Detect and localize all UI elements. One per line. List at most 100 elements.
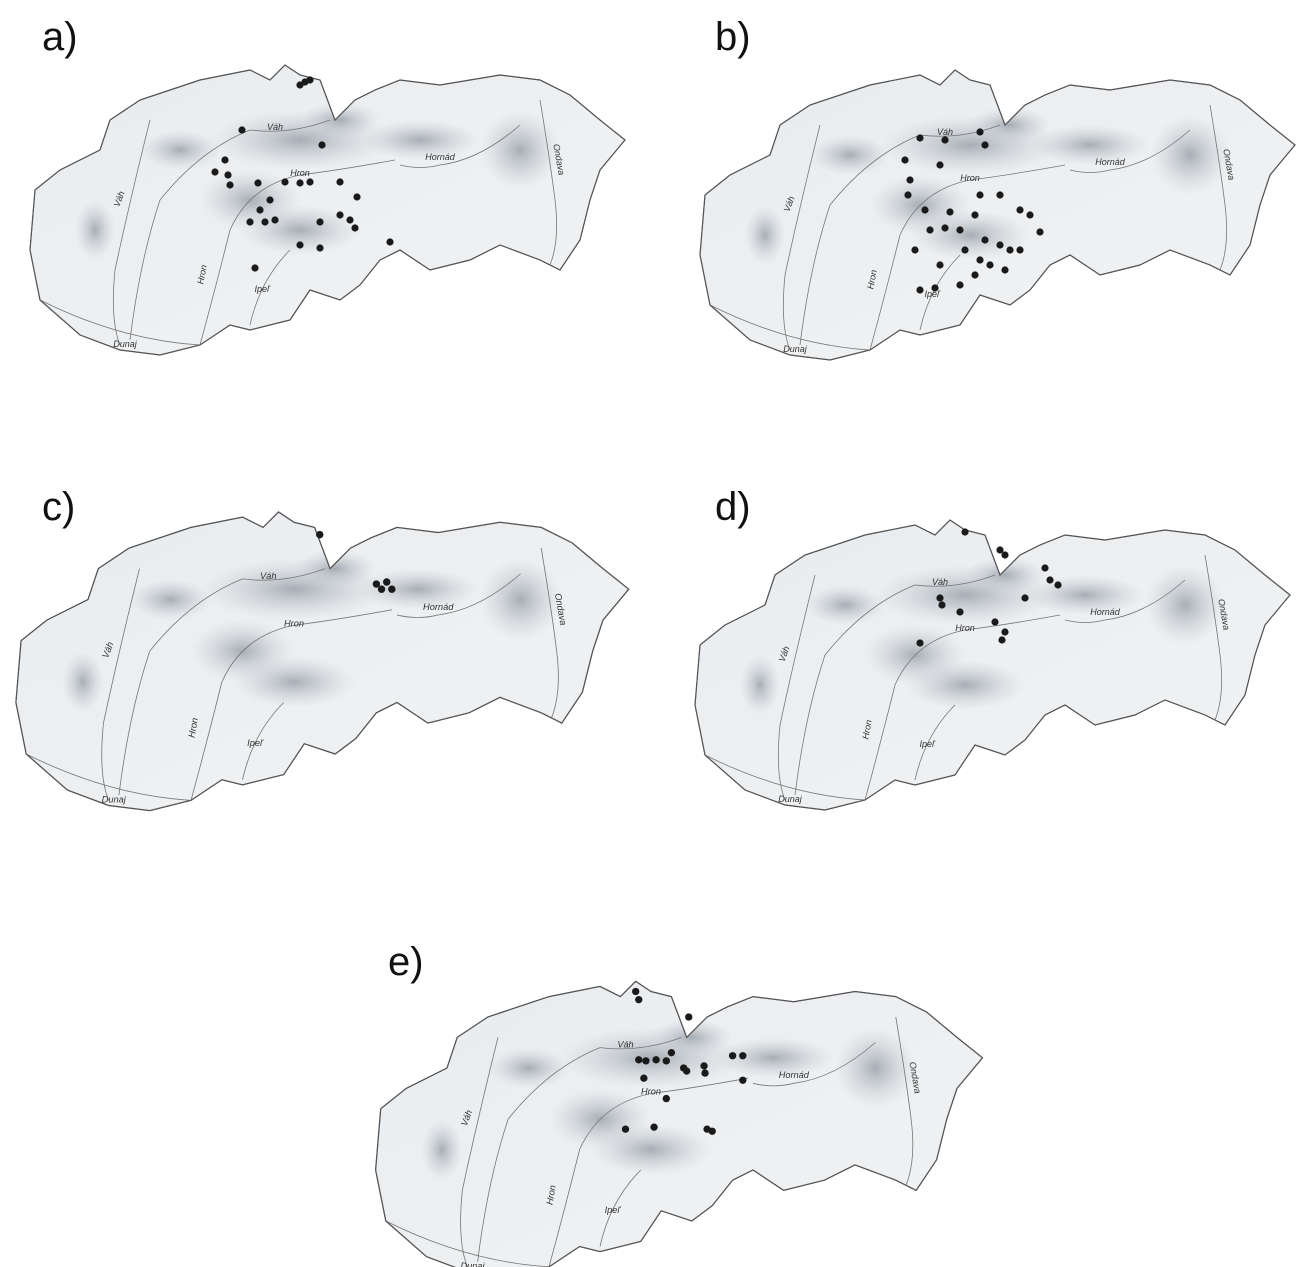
occurrence-dot — [938, 601, 945, 608]
river-label: Ipeľ — [919, 739, 936, 749]
mountain-shading — [590, 1124, 712, 1175]
occurrence-dot — [318, 141, 325, 148]
occurrence-dot — [1054, 581, 1061, 588]
occurrence-dot — [936, 261, 943, 268]
occurrence-dot — [663, 1057, 670, 1064]
occurrence-dot — [991, 618, 998, 625]
occurrence-dot — [306, 178, 313, 185]
occurrence-dot — [956, 226, 963, 233]
map-panel: VáhVáhHronHornádOndavaHronIpeľDunaj — [700, 70, 1295, 360]
occurrence-dot — [221, 156, 228, 163]
occurrence-dot — [941, 224, 948, 231]
occurrence-dot — [224, 171, 231, 178]
occurrence-dot — [981, 236, 988, 243]
occurrence-dot — [261, 218, 268, 225]
occurrence-dot — [635, 1056, 642, 1063]
panel-label: c) — [42, 485, 75, 529]
occurrence-dot — [916, 286, 923, 293]
occurrence-dot — [316, 218, 323, 225]
river-label: Dunaj — [778, 794, 803, 804]
occurrence-dot — [336, 178, 343, 185]
occurrence-dot — [296, 241, 303, 248]
occurrence-dot — [683, 1067, 690, 1074]
mountain-shading — [75, 200, 115, 260]
figure: a)VáhVáhHronHornádOndavaHronIpeľDunajb)V… — [0, 0, 1307, 1267]
occurrence-dot — [971, 211, 978, 218]
river-label: Hornád — [779, 1070, 810, 1080]
occurrence-dot — [1006, 246, 1013, 253]
occurrence-dot — [1036, 228, 1043, 235]
mountain-shading — [356, 569, 480, 610]
river-label: Hornád — [423, 602, 454, 612]
occurrence-dot — [926, 226, 933, 233]
occurrence-dot — [316, 531, 323, 538]
river-label: Hornád — [1090, 607, 1121, 617]
occurrence-dot — [378, 585, 385, 592]
occurrence-dot — [351, 224, 358, 231]
occurrence-dot — [1021, 594, 1028, 601]
mountain-shading — [140, 130, 220, 170]
river-label: Ipeľ — [254, 284, 271, 294]
river-label: Hron — [955, 623, 975, 633]
occurrence-dot — [998, 636, 1005, 643]
occurrence-dot — [238, 126, 245, 133]
occurrence-dot — [388, 585, 395, 592]
occurrence-dot — [916, 639, 923, 646]
river-label: Váh — [260, 571, 276, 581]
occurrence-dot — [353, 193, 360, 200]
river-label: Hornád — [425, 152, 456, 162]
river-label: Váh — [937, 127, 953, 137]
occurrence-dot — [1026, 211, 1033, 218]
mountain-shading — [232, 656, 356, 707]
occurrence-dot — [729, 1052, 736, 1059]
occurrence-dot — [663, 1095, 670, 1102]
occurrence-dot — [254, 179, 261, 186]
occurrence-dot — [701, 1069, 708, 1076]
occurrence-dot — [316, 244, 323, 251]
occurrence-dot — [709, 1128, 716, 1135]
mountain-shading — [740, 655, 780, 715]
occurrence-dot — [211, 168, 218, 175]
occurrence-dot — [1001, 628, 1008, 635]
map-panel: VáhVáhHronHornádOndavaHronIpeľDunaj — [695, 520, 1290, 810]
occurrence-dot — [986, 261, 993, 268]
occurrence-dot — [946, 208, 953, 215]
occurrence-dot — [936, 161, 943, 168]
occurrence-dot — [306, 76, 313, 83]
panel-label: b) — [715, 15, 751, 59]
panel-label: d) — [715, 485, 751, 529]
occurrence-dot — [961, 246, 968, 253]
occurrence-dot — [996, 191, 1003, 198]
river-label: Ipeľ — [247, 738, 264, 748]
occurrence-dot — [640, 1075, 647, 1082]
occurrence-dot — [652, 1056, 659, 1063]
occurrence-dot — [632, 988, 639, 995]
river-label: Váh — [267, 122, 283, 132]
mountain-shading — [805, 585, 885, 625]
mountain-shading — [905, 660, 1025, 710]
occurrence-dot — [961, 528, 968, 535]
river-label: Hron — [290, 168, 310, 178]
mountain-shading — [360, 120, 480, 160]
occurrence-dot — [346, 216, 353, 223]
occurrence-dot — [1001, 551, 1008, 558]
mountain-shading — [488, 1048, 570, 1089]
occurrence-dot — [1046, 576, 1053, 583]
river-label: Hron — [641, 1087, 661, 1097]
occurrence-dot — [901, 156, 908, 163]
mountain-shading — [422, 1119, 463, 1180]
occurrence-dot — [700, 1062, 707, 1069]
mountain-shading — [745, 205, 785, 265]
river-label: Ipeľ — [605, 1205, 622, 1215]
occurrence-dot — [956, 281, 963, 288]
occurrence-dot — [650, 1123, 657, 1130]
river-label: Dunaj — [102, 794, 127, 804]
occurrence-dot — [936, 594, 943, 601]
occurrence-dot — [383, 578, 390, 585]
mountain-shading — [62, 651, 103, 713]
occurrence-dot — [976, 128, 983, 135]
occurrence-dot — [256, 206, 263, 213]
occurrence-dot — [921, 206, 928, 213]
occurrence-dot — [246, 218, 253, 225]
